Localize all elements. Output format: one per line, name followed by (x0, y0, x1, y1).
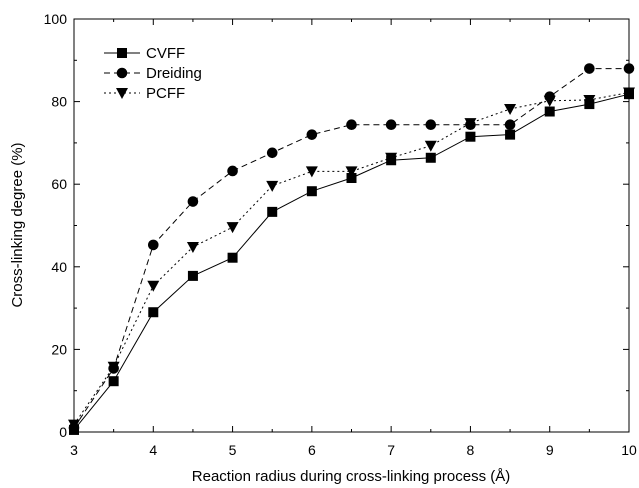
x-tick-label: 9 (546, 442, 554, 458)
data-point-dreiding (425, 119, 437, 131)
data-point-dreiding (306, 129, 318, 140)
x-axis-title: Reaction radius during cross-linking pro… (192, 468, 510, 485)
series-line-cvff (73, 93, 630, 431)
y-tick-label: 0 (59, 424, 67, 440)
data-point-cvff (187, 270, 198, 281)
legend-marker-dreiding (116, 67, 128, 79)
data-point-pcff (266, 180, 279, 192)
data-point-pcff (623, 87, 635, 99)
data-point-dreiding (346, 119, 357, 131)
data-point-dreiding (147, 239, 159, 251)
data-point-cvff (227, 252, 238, 263)
x-tick-label: 10 (621, 442, 637, 458)
axis-ticks (73, 18, 630, 433)
y-axis-title: Cross-linking degree (%) (9, 142, 26, 307)
data-point-pcff (68, 419, 80, 431)
legend-label-cvff: CVFF (146, 45, 185, 62)
data-point-cvff (544, 106, 555, 117)
data-point-cvff (148, 307, 159, 318)
data-point-dreiding (227, 165, 238, 177)
data-point-cvff (505, 129, 516, 140)
data-point-cvff (465, 131, 476, 142)
data-point-pcff (226, 222, 239, 234)
x-tick-label: 7 (387, 442, 395, 458)
data-point-cvff (346, 173, 357, 184)
data-point-cvff (306, 186, 317, 197)
y-tick-label: 60 (51, 176, 67, 192)
data-point-pcff (543, 95, 556, 107)
data-point-dreiding (385, 119, 397, 131)
y-tick-label: 40 (51, 259, 67, 275)
data-point-pcff (424, 140, 437, 152)
x-tick-label: 6 (308, 442, 316, 458)
data-point-pcff (107, 361, 120, 373)
y-tick-label: 100 (44, 11, 68, 27)
data-point-cvff (108, 376, 119, 387)
data-point-pcff (583, 94, 596, 106)
series-markers (68, 63, 635, 435)
data-point-pcff (186, 241, 199, 253)
legend-label-dreiding: Dreiding (146, 65, 202, 82)
series-line-dreiding (73, 68, 629, 429)
y-tick-label: 80 (51, 94, 67, 110)
data-point-pcff (345, 166, 358, 178)
series-line-pcff (73, 92, 630, 425)
legend: CVFF Dreiding PCFF (104, 45, 202, 102)
data-point-pcff (385, 152, 398, 164)
x-tick-label: 5 (229, 442, 237, 458)
legend-marker-cvff (117, 48, 127, 58)
legend-label-pcff: PCFF (146, 85, 185, 102)
x-tick-label: 3 (70, 442, 78, 458)
legend-marker-pcff (116, 88, 128, 99)
data-point-dreiding (187, 196, 199, 207)
data-point-pcff (504, 104, 517, 116)
x-tick-label: 8 (467, 442, 475, 458)
data-point-dreiding (584, 63, 595, 74)
data-point-pcff (147, 280, 160, 292)
y-tick-label: 20 (51, 341, 67, 357)
y-axis-tick-labels: 0 20 40 60 80 100 (44, 11, 68, 440)
data-point-pcff (464, 118, 477, 130)
data-point-dreiding (266, 147, 278, 159)
data-point-dreiding (623, 63, 635, 74)
data-point-cvff (267, 206, 278, 217)
data-point-cvff (425, 152, 436, 163)
x-axis-tick-labels: 3 4 5 6 7 8 9 10 (70, 442, 637, 458)
data-point-pcff (305, 166, 318, 178)
data-point-dreiding (504, 119, 516, 131)
x-tick-label: 4 (149, 442, 157, 458)
